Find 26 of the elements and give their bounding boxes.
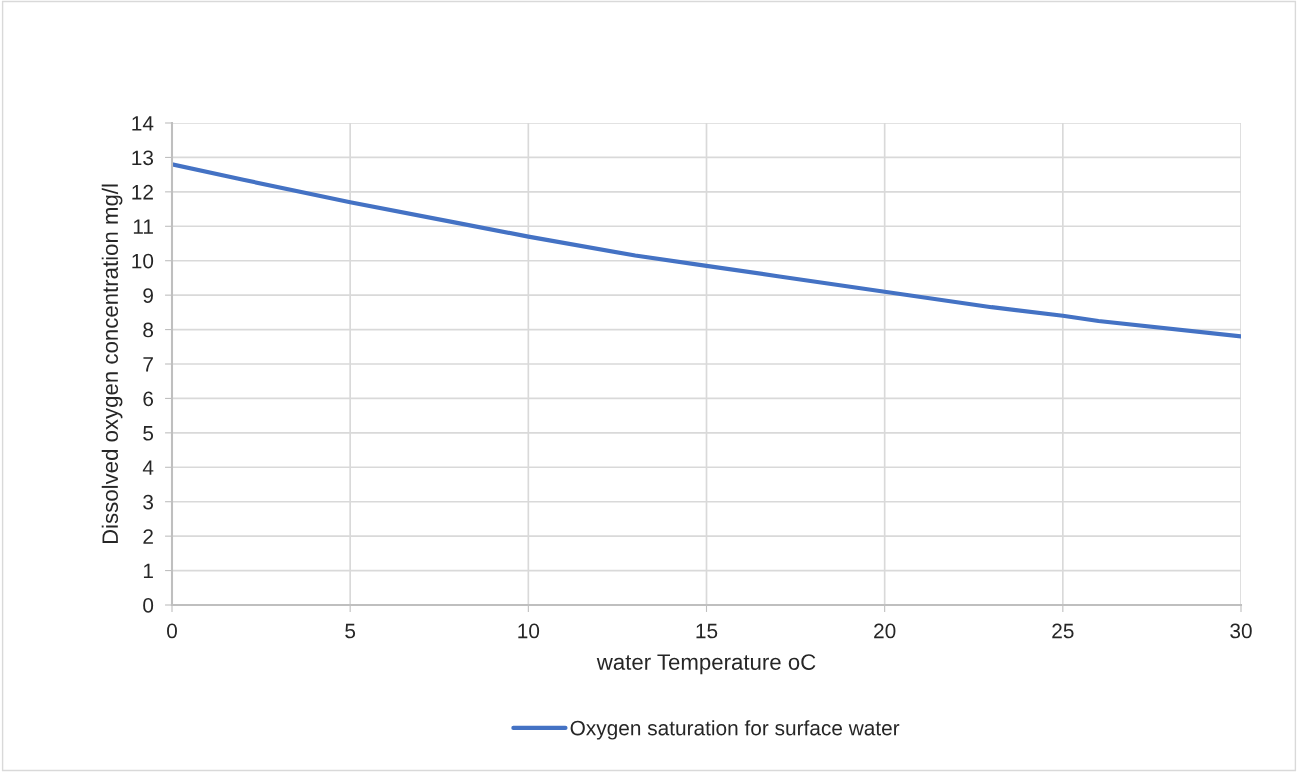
x-tick-label: 0: [167, 623, 177, 639]
x-tick-label: 5: [345, 623, 356, 639]
y-tick-label: 7: [143, 357, 153, 372]
y-tick-label: 4: [142, 460, 154, 475]
x-tick-label: 25: [1052, 623, 1074, 639]
y-tick-label: 13: [132, 150, 154, 166]
x-axis-title: water Temperature oC: [596, 654, 816, 675]
y-tick-label: 2: [143, 529, 153, 544]
y-tick-label: 11: [133, 219, 153, 234]
y-tick-label: 3: [143, 494, 154, 510]
y-axis-title: Dissolved oxygen concentration mg/l: [101, 184, 123, 544]
x-tick-label: 15: [696, 623, 718, 639]
y-tick-label: 8: [143, 322, 154, 338]
y-tick-label: 1: [143, 563, 153, 579]
y-tick-label: 6: [143, 391, 154, 407]
line-series: [172, 162, 1241, 339]
x-tick-label: 10: [518, 623, 540, 639]
y-tick-label: 12: [132, 184, 153, 200]
legend-label: Oxygen saturation for surface water: [570, 720, 900, 740]
y-tick-label: 14: [132, 116, 154, 131]
y-tick-label: 0: [143, 598, 154, 613]
x-tick-label: 20: [874, 623, 896, 639]
y-tick-label: 9: [143, 288, 153, 303]
y-tick-label: 5: [143, 426, 154, 441]
y-tick-label: 10: [132, 253, 154, 269]
x-tick-label: 30: [1230, 623, 1252, 639]
